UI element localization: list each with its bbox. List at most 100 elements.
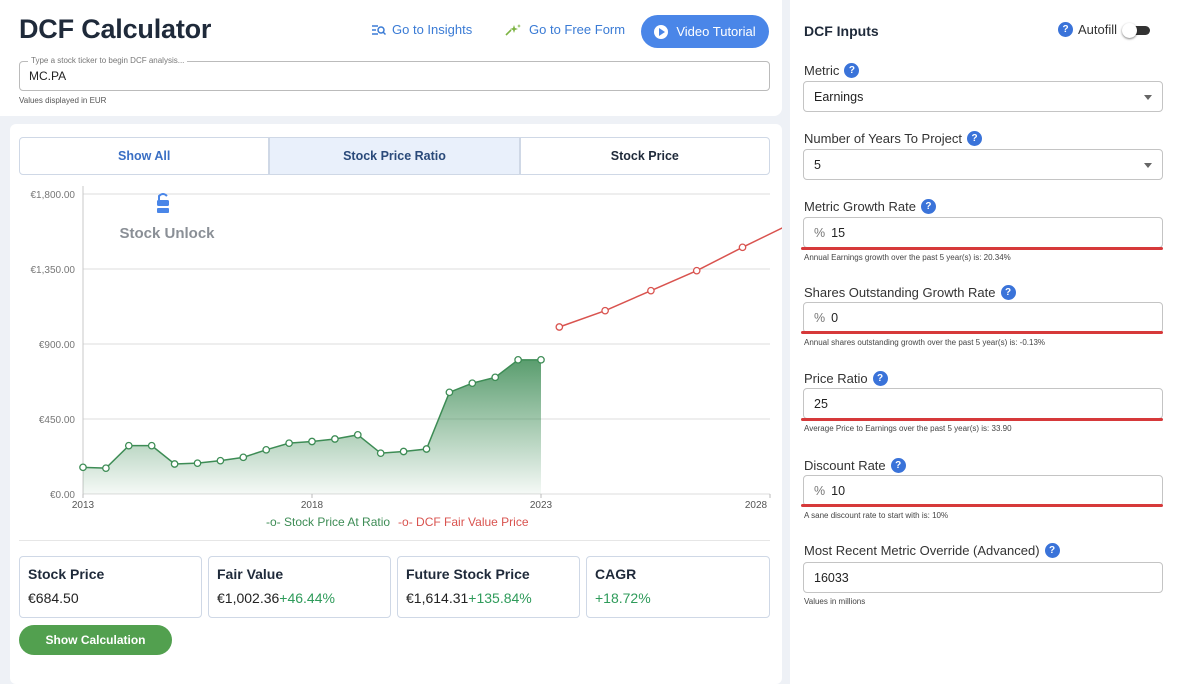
insights-icon (372, 24, 386, 35)
help-icon[interactable]: ? (1044, 543, 1060, 558)
percent-prefix: % (814, 484, 826, 498)
help-icon[interactable]: ? (1000, 285, 1016, 300)
override-input[interactable]: 16033 (803, 562, 1163, 593)
help-icon[interactable]: ? (872, 371, 888, 386)
free-form-label: Go to Free Form (529, 22, 626, 37)
shares-growth-value: 0 (831, 311, 839, 325)
tab-stock-price-ratio[interactable]: Stock Price Ratio (269, 137, 520, 175)
help-icon[interactable]: ? (920, 199, 936, 214)
y-tick-label: €450.00 (39, 415, 76, 426)
percent-prefix: % (814, 311, 826, 325)
x-tick-label: 2018 (301, 500, 324, 511)
data-point (468, 379, 477, 388)
metric-value: Earnings (814, 90, 864, 104)
data-point (601, 306, 609, 315)
stat-label: Future Stock Price (406, 566, 530, 582)
legend-dcf-label: DCF Fair Value Price (416, 515, 529, 529)
discount-rate-input[interactable]: % 10 (803, 475, 1163, 506)
video-tutorial-button[interactable]: Video Tutorial (641, 15, 769, 48)
data-point (285, 439, 293, 448)
override-helper: Values in millions (804, 597, 866, 606)
years-select[interactable]: 5 (803, 149, 1163, 180)
data-point (147, 441, 156, 450)
chart-legend: -o- Stock Price At Ratio -o- DCF Fair Va… (266, 515, 529, 529)
y-axis-ticks: €1,800.00 €1,350.00 €900.00 €450.00 €0.00 (31, 190, 76, 501)
free-form-link[interactable]: Go to Free Form (505, 22, 625, 37)
divider (19, 540, 770, 541)
y-tick-label: €1,350.00 (31, 265, 76, 276)
price-ratio-value: 25 (814, 397, 828, 411)
header-card: DCF Calculator Go to Insights Go to Free… (0, 0, 782, 116)
stat-label: Stock Price (28, 566, 105, 582)
insights-link[interactable]: Go to Insights (372, 22, 472, 37)
stat-value: €1,614.31+135.84% (406, 590, 532, 606)
legend-ratio-label: Stock Price At Ratio (284, 515, 391, 529)
watermark: Stock Unlock (119, 193, 215, 242)
shares-growth-helper: Annual shares outstanding growth over th… (804, 338, 1046, 347)
help-icon[interactable]: ? (1058, 22, 1073, 37)
data-point (692, 266, 701, 275)
data-point (239, 453, 248, 462)
y-tick-label: €900.00 (39, 340, 76, 351)
data-point (308, 437, 316, 446)
help-icon[interactable]: ? (844, 63, 860, 78)
data-point (555, 323, 564, 331)
x-axis-ticks: 2013 2018 2023 2028 (72, 494, 771, 511)
x-tick-label: 2023 (530, 500, 553, 511)
help-icon[interactable]: ? (967, 131, 983, 146)
legend-item-ratio[interactable]: -o- Stock Price At Ratio (266, 515, 391, 529)
help-icon[interactable]: ? (890, 458, 906, 473)
stat-value: €684.50 (28, 590, 79, 606)
autofill-control: ? Autofill (1058, 22, 1152, 38)
x-tick-label: 2013 (72, 500, 95, 511)
discount-rate-helper: A sane discount rate to start with is: 1… (804, 511, 949, 520)
data-point (102, 464, 110, 473)
years-label: Number of Years To Project? (804, 131, 983, 146)
growth-rate-input[interactable]: % 15 (803, 217, 1163, 248)
insights-label: Go to Insights (392, 22, 473, 37)
metric-select[interactable]: Earnings (803, 81, 1163, 112)
inputs-title: DCF Inputs (804, 23, 879, 39)
percent-prefix: % (814, 226, 826, 240)
discount-rate-value: 10 (831, 484, 846, 498)
metric-label: Metric? (804, 63, 860, 78)
x-tick-label: 2028 (745, 500, 768, 511)
data-point (331, 435, 339, 443)
override-label: Most Recent Metric Override (Advanced)? (804, 543, 1060, 558)
data-point (647, 286, 655, 295)
chevron-down-icon (1144, 95, 1152, 100)
growth-rate-underline (801, 247, 1163, 250)
price-ratio-input[interactable]: 25 (803, 388, 1163, 419)
stat-value: +18.72% (595, 590, 651, 606)
data-point (193, 459, 202, 468)
autofill-toggle[interactable] (1122, 22, 1152, 38)
ticker-input[interactable]: Type a stock ticker to begin DCF analysi… (19, 56, 770, 91)
stat-label: Fair Value (217, 566, 284, 582)
growth-rate-label: Metric Growth Rate? (804, 199, 936, 214)
ticker-placeholder: Type a stock ticker to begin DCF analysi… (28, 56, 188, 65)
stat-future-price: Future Stock Price €1,614.31+135.84% (397, 556, 580, 618)
price-ratio-label: Price Ratio? (804, 371, 888, 386)
inputs-panel: DCF Inputs ? Autofill Metric? Earnings N… (790, 0, 1178, 684)
growth-rate-helper: Annual Earnings growth over the past 5 y… (804, 253, 1011, 262)
show-calculation-button[interactable]: Show Calculation (19, 625, 172, 655)
y-tick-label: €0.00 (50, 490, 75, 501)
y-tick-label: €1,800.00 (31, 190, 76, 201)
data-point (491, 373, 500, 382)
override-value: 16033 (814, 571, 849, 585)
legend-item-dcf[interactable]: -o- DCF Fair Value Price (398, 515, 529, 529)
data-point (537, 355, 545, 364)
price-chart: €1,800.00 €1,350.00 €900.00 €450.00 €0.00 20… (31, 186, 782, 511)
data-point (376, 449, 385, 458)
shares-growth-label: Shares Outstanding Growth Rate? (804, 285, 1016, 300)
series-area (83, 359, 541, 494)
currency-note: Values displayed in EUR (19, 96, 107, 105)
tab-show-all[interactable]: Show All (19, 137, 270, 175)
discount-rate-underline (801, 504, 1163, 507)
tab-stock-price[interactable]: Stock Price (519, 137, 770, 175)
data-point (262, 445, 271, 454)
price-ratio-helper: Average Price to Earnings over the past … (804, 424, 1012, 433)
play-icon (654, 24, 669, 39)
shares-growth-input[interactable]: % 0 (803, 302, 1163, 333)
watermark-text: Stock Unlock (119, 225, 215, 242)
